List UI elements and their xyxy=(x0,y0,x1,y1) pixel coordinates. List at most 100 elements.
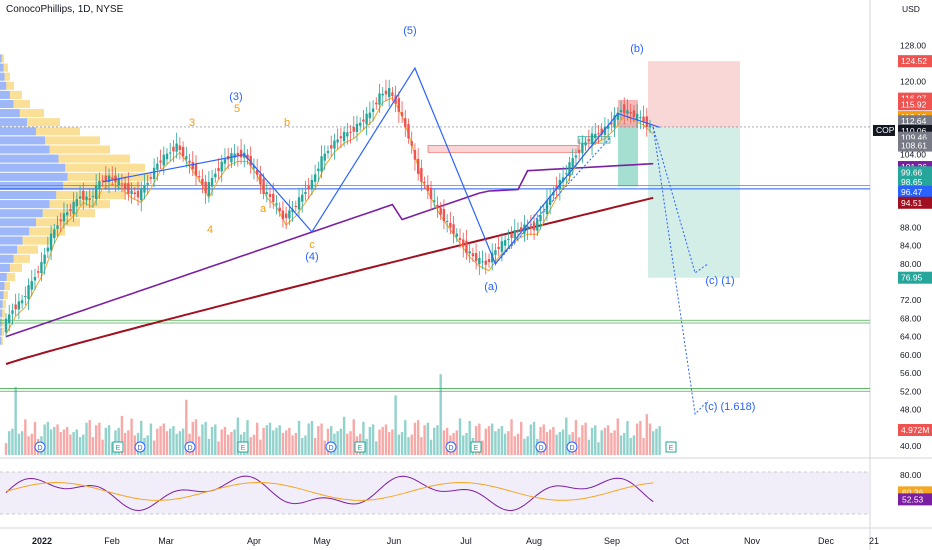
volume-bar xyxy=(146,435,149,455)
candle-body xyxy=(359,122,362,126)
candle-body xyxy=(462,239,465,247)
volume-profile-bar-yellow xyxy=(1,54,4,63)
volume-profile-bar-blue xyxy=(0,163,66,172)
candle-body xyxy=(75,199,79,207)
target-zone xyxy=(648,126,740,278)
candle-body xyxy=(645,116,648,128)
volume-bar xyxy=(230,432,233,455)
volume-bar xyxy=(149,423,153,455)
volume-bar xyxy=(262,427,265,455)
volume-profile-bar-yellow xyxy=(6,81,14,90)
volume-bar xyxy=(474,426,478,455)
candle-body xyxy=(336,139,339,143)
candle-body xyxy=(24,296,27,298)
volume-bar xyxy=(82,434,85,455)
dividend-marker xyxy=(535,441,547,453)
price-tick-label: 128.00 xyxy=(900,40,926,50)
volume-bar xyxy=(172,426,175,455)
volume-bar xyxy=(236,417,240,455)
price-tick-label: 120.00 xyxy=(900,77,926,87)
volume-profile-bar-blue xyxy=(0,145,50,154)
candle-body xyxy=(43,254,46,264)
candle-body xyxy=(529,225,533,229)
volume-bar xyxy=(445,427,449,455)
candle-body xyxy=(46,247,50,252)
volume-profile-bar-yellow xyxy=(1,336,3,345)
price-tick-label: 48.00 xyxy=(900,404,922,414)
volume-bar xyxy=(194,419,198,455)
volume-bar xyxy=(281,432,285,455)
candle-body xyxy=(648,125,652,128)
ema-orange-line xyxy=(5,97,654,335)
volume-profile-bar-yellow xyxy=(1,318,4,327)
candle-body xyxy=(610,122,613,125)
volume-bar xyxy=(291,435,294,455)
price-badge xyxy=(898,424,932,436)
candle-body xyxy=(590,133,594,145)
volume-bar xyxy=(507,431,510,455)
time-tick-label: 21 xyxy=(869,536,879,546)
volume-profile-bar-yellow xyxy=(6,272,15,282)
candle-body xyxy=(140,188,143,201)
earnings-marker xyxy=(470,441,482,453)
volume-bar xyxy=(210,426,214,455)
dividend-marker-text: D xyxy=(538,445,543,452)
volume-bar xyxy=(107,425,111,455)
candle-body xyxy=(88,198,91,201)
volume-bar xyxy=(156,428,159,455)
volume-bar xyxy=(590,427,594,455)
volume-bar xyxy=(516,433,520,455)
volume-bar xyxy=(330,426,333,455)
candle-body xyxy=(400,112,404,117)
earnings-marker xyxy=(665,441,677,453)
volume-bar xyxy=(297,421,301,455)
volume-bar xyxy=(404,420,407,455)
volume-bar xyxy=(365,438,368,455)
volume-bar xyxy=(497,428,500,455)
candle-body xyxy=(423,182,426,184)
small-target-zone xyxy=(618,122,638,187)
candle-body xyxy=(326,150,330,153)
wave-label-blue: (3) xyxy=(229,91,242,103)
volume-bar xyxy=(233,429,236,455)
earnings-marker-text: E xyxy=(669,445,674,452)
wave-label-orange: 4 xyxy=(207,224,213,236)
volume-bar xyxy=(658,426,661,455)
dividend-marker-text: D xyxy=(137,445,142,452)
volume-bar xyxy=(462,435,465,455)
candle-body xyxy=(275,203,278,205)
price-tick-label: 72.00 xyxy=(900,295,922,305)
candle-body xyxy=(584,142,587,146)
price-badge xyxy=(898,124,932,137)
candle-body xyxy=(632,110,636,118)
volume-bar xyxy=(635,423,639,455)
candle-body xyxy=(471,253,475,257)
volume-profile-bar-yellow xyxy=(45,136,100,145)
volume-bar xyxy=(362,421,365,455)
volume-bar xyxy=(201,424,204,455)
wave-label-blue: (c) (1) xyxy=(705,275,734,287)
volume-profile-bar-blue xyxy=(0,90,10,99)
candle-body xyxy=(104,175,108,182)
candle-body xyxy=(413,150,417,160)
volume-profile-bar-yellow xyxy=(1,327,4,336)
candle-body xyxy=(268,194,272,198)
volume-profile-bar-blue xyxy=(0,190,57,200)
volume-bar xyxy=(301,438,304,455)
wave-label-blue: (c) (1.618) xyxy=(705,401,756,413)
volume-bar xyxy=(185,399,188,455)
volume-bar xyxy=(500,426,504,455)
volume-profile-bar-yellow xyxy=(4,282,10,291)
volume-bar xyxy=(339,428,343,455)
wave-label-blue: (b) xyxy=(630,43,643,55)
volume-bar xyxy=(375,441,378,455)
time-tick-label: Oct xyxy=(675,536,690,546)
candle-body xyxy=(313,174,317,182)
candle-body xyxy=(178,145,182,151)
volume-profile-bar-blue xyxy=(0,136,45,145)
candle-body xyxy=(317,168,320,172)
price-tick-label: 88.00 xyxy=(900,222,922,232)
volume-bar xyxy=(597,442,600,455)
